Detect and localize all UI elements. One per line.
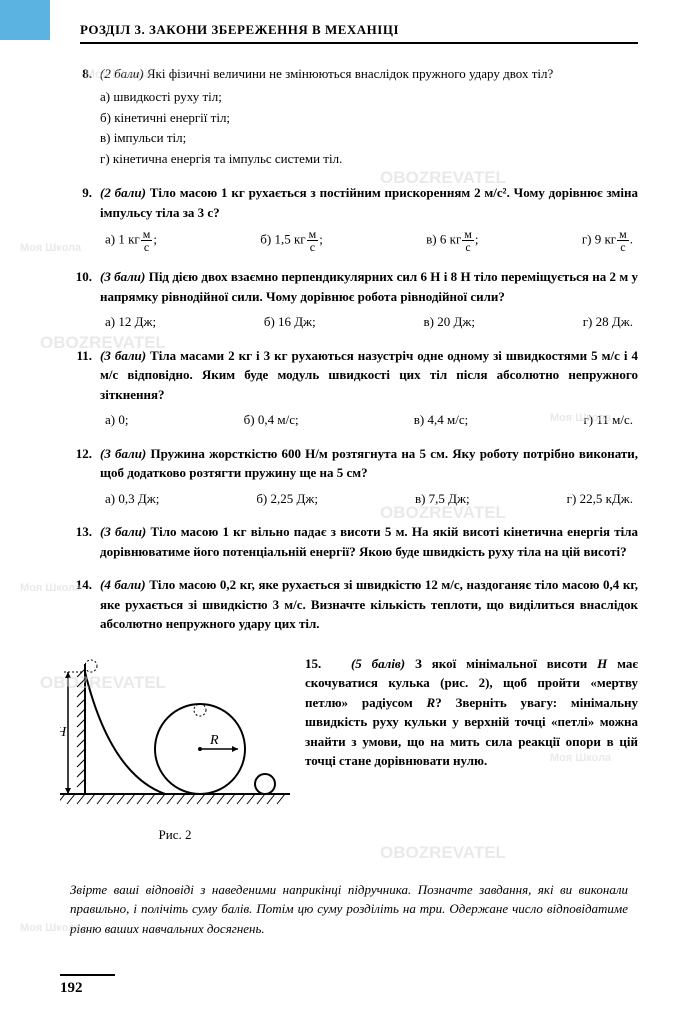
problem-body: (3 бали) Під дією двох взаємно перпендик… — [100, 267, 638, 332]
problem-15: 15. (5 балів) З якої мінімальної висоти … — [305, 654, 638, 845]
points: (3 бали) — [100, 446, 146, 461]
problem-text: Тіло масою 1 кг вільно падає з висоти 5 … — [100, 524, 638, 559]
options: а) швидкості руху тіл; б) кінетичні енер… — [100, 87, 638, 168]
R-label: R — [209, 733, 219, 748]
option-a: а) 0,3 Дж; — [105, 489, 159, 509]
problem-body: (4 бали) Тіло масою 0,2 кг, яке рухаєтьс… — [100, 575, 638, 634]
problem-body: (2 бали) Які фізичні величини не змінюют… — [100, 64, 638, 170]
points: (3 бали) — [100, 348, 146, 363]
option-a: а) швидкості руху тіл; — [100, 87, 638, 107]
points: (2 бали) — [100, 66, 144, 81]
problem-15-block: R H Рис. 2 15. (5 балів) З якої мінімаль… — [60, 654, 638, 845]
figure-caption: Рис. 2 — [60, 825, 290, 845]
problem-8: 8. (2 бали) Які фізичні величини не змін… — [60, 64, 638, 170]
option-a: а) 0; — [105, 410, 128, 430]
problem-text: Тіла масами 2 кг і 3 кг рухаються назуст… — [100, 348, 638, 402]
problem-text: Тіло масою 1 кг рухається з постійним пр… — [100, 185, 638, 220]
options: а) 0; б) 0,4 м/с; в) 4,4 м/с; г) 11 м/с. — [100, 410, 638, 430]
option-v: в) 6 кгмс; — [426, 228, 478, 253]
option-g: г) 22,5 кДж. — [567, 489, 633, 509]
problem-14: 14. (4 бали) Тіло масою 0,2 кг, яке руха… — [60, 575, 638, 634]
problem-9: 9. (2 бали) Тіло масою 1 кг рухається з … — [60, 183, 638, 253]
problem-number: 10. — [60, 267, 100, 332]
option-a: а) 12 Дж; — [105, 312, 156, 332]
H-label: H — [60, 725, 67, 740]
problem-body: (2 бали) Тіло масою 1 кг рухається з пос… — [100, 183, 638, 253]
problem-10: 10. (3 бали) Під дією двох взаємно перпе… — [60, 267, 638, 332]
points: (2 бали) — [100, 185, 146, 200]
problem-12: 12. (3 бали) Пружина жорсткістю 600 Н/м … — [60, 444, 638, 509]
loop-diagram: R H — [60, 654, 290, 814]
option-v: в) 4,4 м/с; — [414, 410, 468, 430]
problem-text: Тіло масою 0,2 кг, яке рухається зі швид… — [100, 577, 638, 631]
options: а) 1 кгмс; б) 1,5 кгмс; в) 6 кгмс; г) 9 … — [100, 228, 638, 253]
option-b: б) 2,25 Дж; — [256, 489, 318, 509]
problem-number: 12. — [60, 444, 100, 509]
header: РОЗДІЛ 3. ЗАКОНИ ЗБЕРЕЖЕННЯ В МЕХАНІЦІ — [80, 20, 638, 44]
problem-13: 13. (3 бали) Тіло масою 1 кг вільно пада… — [60, 522, 638, 561]
problem-11: 11. (3 бали) Тіла масами 2 кг і 3 кг рух… — [60, 346, 638, 430]
R: R — [427, 695, 436, 710]
problem-body: (3 бали) Пружина жорсткістю 600 Н/м розт… — [100, 444, 638, 509]
options: а) 12 Дж; б) 16 Дж; в) 20 Дж; г) 28 Дж. — [100, 312, 638, 332]
problem-number: 9. — [60, 183, 100, 253]
points: (4 бали) — [100, 577, 146, 592]
option-g: г) 28 Дж. — [583, 312, 633, 332]
option-v: в) 7,5 Дж; — [415, 489, 470, 509]
option-b: б) кінетичні енергії тіл; — [100, 108, 638, 128]
option-v: в) імпульси тіл; — [100, 128, 638, 148]
problem-text: Які фізичні величини не змінюються внасл… — [147, 66, 553, 81]
option-b: б) 16 Дж; — [264, 312, 316, 332]
problem-text: Пружина жорсткістю 600 Н/м розтягнута на… — [100, 446, 638, 481]
points: (3 бали) — [100, 524, 146, 539]
option-g: г) кінетична енергія та імпульс системи … — [100, 149, 638, 169]
options: а) 0,3 Дж; б) 2,25 Дж; в) 7,5 Дж; г) 22,… — [100, 489, 638, 509]
problem-number: 11. — [60, 346, 100, 430]
H: H — [597, 656, 607, 671]
problem-number: 8. — [60, 64, 100, 170]
corner-decoration — [0, 0, 50, 40]
points: (3 бали) — [100, 269, 145, 284]
problem-text: Під дією двох взаємно перпендикулярних с… — [100, 269, 638, 304]
page: Моя Школа OBOZREVATEL OBOZREVATEL OBOZRE… — [0, 0, 688, 1024]
figure-2: R H Рис. 2 — [60, 654, 290, 845]
problem-body: (3 бали) Тіла масами 2 кг і 3 кг рухають… — [100, 346, 638, 430]
section-title: РОЗДІЛ 3. ЗАКОНИ ЗБЕРЕЖЕННЯ В МЕХАНІЦІ — [80, 22, 399, 37]
option-g: г) 11 м/с. — [583, 410, 633, 430]
points: (5 балів) — [351, 656, 405, 671]
option-b: б) 1,5 кгмс; — [260, 228, 323, 253]
problem-text-1: З якої мінімальної висоти — [415, 656, 597, 671]
problem-number: 15. — [305, 656, 321, 671]
option-a: а) 1 кгмс; — [105, 228, 157, 253]
problem-number: 13. — [60, 522, 100, 561]
problem-body: (3 бали) Тіло масою 1 кг вільно падає з … — [100, 522, 638, 561]
option-v: в) 20 Дж; — [424, 312, 475, 332]
option-g: г) 9 кгмс. — [582, 228, 633, 253]
page-number: 192 — [60, 977, 83, 1000]
footnote: Звірте ваші відповіді з наведеними напри… — [60, 880, 638, 939]
problem-number: 14. — [60, 575, 100, 634]
option-b: б) 0,4 м/с; — [244, 410, 299, 430]
